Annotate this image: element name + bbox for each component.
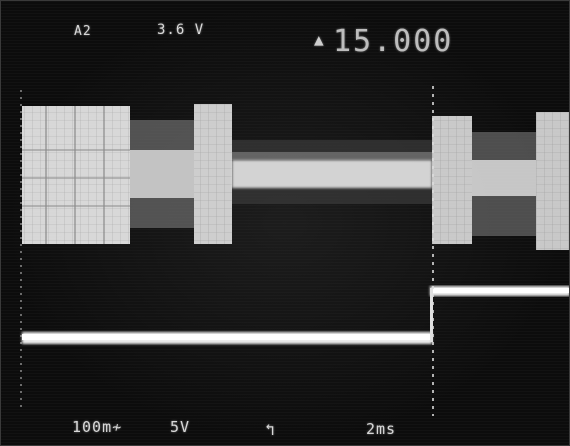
trigger-cursor-line bbox=[432, 86, 434, 416]
ch2-scale-readout: 5V bbox=[170, 418, 191, 436]
signal-tail bbox=[232, 140, 432, 204]
trigger-slope-icon: ↰ bbox=[265, 420, 276, 439]
delay-time-readout: 15.000 bbox=[333, 24, 454, 59]
screen-left-edge bbox=[20, 90, 22, 410]
signal-burst-1 bbox=[22, 106, 130, 244]
ch1-scale-readout: 100m≁ bbox=[72, 418, 123, 436]
channel-label: A2 bbox=[74, 24, 92, 39]
signal-burst-3 bbox=[432, 112, 570, 250]
time-base-readout: 2ms bbox=[366, 420, 397, 438]
signal-burst-2 bbox=[194, 104, 232, 244]
volts-per-div-readout: 3.6 V bbox=[157, 22, 205, 38]
signal-ramp-1 bbox=[130, 120, 194, 228]
channel-2-trace bbox=[22, 286, 570, 344]
delta-icon: ▲ bbox=[314, 30, 325, 49]
